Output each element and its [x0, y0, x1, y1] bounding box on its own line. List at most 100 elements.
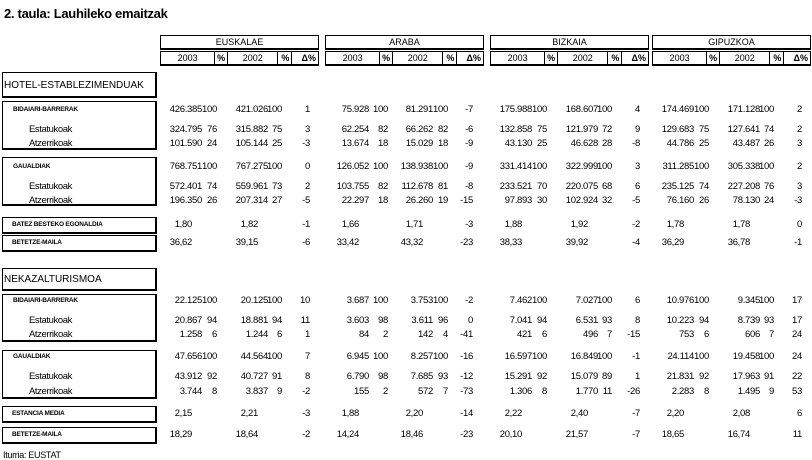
table-cell: 82: [378, 181, 388, 192]
table-cell: 2,20: [405, 408, 424, 419]
region-header: ARABA: [325, 35, 484, 50]
table-cell: -15: [460, 195, 473, 206]
table-cell: 227.208: [727, 181, 761, 192]
table-cell: 39,15: [235, 237, 259, 248]
subheader-cell: %: [707, 52, 721, 64]
table-cell: 1,80: [174, 219, 193, 230]
group-box: [2, 217, 157, 234]
table-cell: 25: [272, 138, 282, 149]
table-cell: 43.912: [174, 371, 203, 382]
table-cell: 36,62: [169, 237, 193, 248]
table-cell: 103.755: [336, 181, 370, 192]
table-cell: 1.258: [179, 329, 203, 340]
table-cell: 127.641: [727, 124, 761, 135]
table-cell: 421: [517, 329, 532, 340]
table-cell: 175.988: [499, 104, 533, 115]
table-cell: 100: [532, 351, 547, 362]
table-cell: 7.462: [509, 295, 533, 306]
table-cell: 18,64: [235, 429, 259, 440]
table-cell: 94: [272, 315, 282, 326]
subheader-row: 2003% 2002% Δ%: [325, 51, 484, 66]
table-cell: 94: [207, 315, 217, 326]
table-cell: 2,40: [570, 408, 589, 419]
table-cell: -2: [302, 429, 310, 440]
table-cell: 17: [792, 295, 802, 306]
table-cell: 1.306: [509, 386, 533, 397]
table-cell: 100: [759, 351, 774, 362]
table-cell: 91: [764, 371, 774, 382]
table-cell: 38,33: [499, 237, 523, 248]
table-cell: 93: [764, 315, 774, 326]
table-cell: 126.052: [336, 161, 370, 172]
table-cell: 100: [433, 104, 448, 115]
table-cell: 1,71: [405, 219, 424, 230]
table-cell: 10: [300, 295, 310, 306]
table-cell: 100: [373, 351, 388, 362]
table-cell: 2: [797, 104, 802, 115]
table-cell: 168.607: [565, 104, 599, 115]
table-cell: 44.564: [240, 351, 269, 362]
table-cell: 7: [769, 329, 774, 340]
table-cell: 74: [764, 124, 774, 135]
table-cell: 101.590: [169, 138, 203, 149]
table-cell: 112.678: [401, 181, 433, 192]
table-cell: 92: [699, 371, 709, 382]
table-cell: 2,20: [666, 408, 685, 419]
table-cell: 7.027: [575, 295, 599, 306]
table-cell: 426.385: [169, 104, 203, 115]
table-cell: 305.338: [727, 161, 761, 172]
table-cell: 17: [792, 315, 802, 326]
table-cell: 76: [207, 124, 217, 135]
table-cell: 753: [679, 329, 694, 340]
table-cell: 74: [207, 181, 217, 192]
row-label: BATEZ BESTEKO EGONALDIA: [12, 221, 103, 228]
table-cell: -41: [460, 329, 473, 340]
table-cell: 606: [745, 329, 760, 340]
table-cell: 105.144: [235, 138, 269, 149]
table-cell: 24: [764, 195, 774, 206]
table-cell: 6: [635, 295, 640, 306]
table-cell: -26: [627, 386, 640, 397]
table-cell: 315.882: [235, 124, 269, 135]
row-label: Estatukoak: [29, 371, 72, 382]
table-cell: 100: [597, 104, 612, 115]
subheader-cell: Δ%: [466, 53, 481, 63]
row-label: Atzerrikoak: [29, 329, 73, 340]
table-cell: 70: [537, 181, 547, 192]
table-cell: 20,10: [499, 429, 523, 440]
table-cell: 100: [373, 295, 388, 306]
subheader-cell: 2003: [161, 52, 216, 64]
table-cell: 20.125: [240, 295, 269, 306]
table-cell: 767.275: [235, 161, 269, 172]
subheader-cell: 2002: [720, 52, 771, 64]
table-cell: 15.291: [504, 371, 533, 382]
subheader-cell: Δ%: [793, 53, 808, 63]
subheader-cell: %: [545, 52, 559, 64]
table-cell: 13.674: [341, 138, 370, 149]
table-cell: 174.469: [661, 104, 695, 115]
table-cell: 8: [305, 371, 310, 382]
table-cell: 11: [602, 386, 613, 397]
table-cell: 36,78: [727, 237, 751, 248]
table-cell: 196.350: [169, 195, 203, 206]
table-cell: 132.858: [499, 124, 533, 135]
table-cell: 2,22: [504, 408, 523, 419]
table-cell: -5: [302, 195, 310, 206]
group-box: [2, 294, 157, 342]
table-cell: 559.961: [235, 181, 269, 192]
table-cell: 78.130: [732, 195, 761, 206]
table-cell: 21,57: [565, 429, 589, 440]
table-cell: 1.244: [245, 329, 269, 340]
table-cell: -3: [794, 195, 802, 206]
table-cell: 75.928: [341, 104, 370, 115]
table-cell: 76.160: [666, 195, 695, 206]
table-cell: 1,82: [240, 219, 259, 230]
table-cell: 18: [378, 138, 388, 149]
table-cell: 73: [272, 181, 282, 192]
table-cell: 3.753: [410, 295, 434, 306]
table-cell: 1,88: [504, 219, 523, 230]
subheader-cell: 2002: [393, 52, 444, 64]
table-cell: -7: [632, 408, 640, 419]
table-cell: -23: [460, 429, 473, 440]
table-cell: 100: [267, 104, 282, 115]
